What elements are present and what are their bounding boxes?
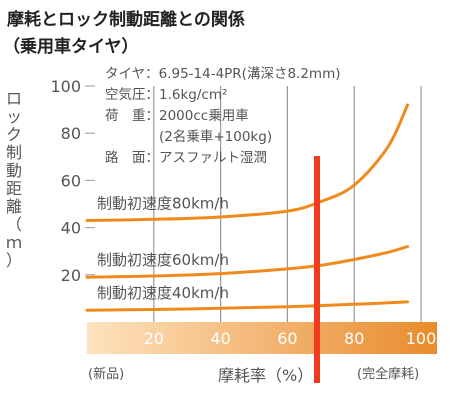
x-axis-band: [87, 322, 437, 354]
condition-line-0: タイヤ：6.95-14-4PR(溝深さ8.2mm): [105, 66, 341, 82]
y-axis-label-char-5: 距: [6, 179, 22, 198]
y-axis-label-char-3: 制: [6, 143, 22, 162]
series-line-1: [85, 245, 410, 279]
x-tick-label-1: 40: [210, 329, 230, 348]
y-axis-label-char-6: 離: [6, 197, 22, 216]
y-axis-label-char-4: 動: [6, 161, 22, 180]
condition-line-1: 空気圧：1.6kg/cm²: [105, 87, 227, 103]
x-tick-label-0: 20: [144, 329, 164, 348]
y-tick-label-1: 40: [61, 219, 81, 238]
y-axis-label-char-0: ロ: [6, 89, 22, 108]
condition-line-2: 荷 重：2000cc乗用車: [105, 108, 249, 124]
x-right-note: (完全摩耗): [357, 366, 419, 382]
series-label-0: 制動初速度80km/h: [97, 195, 229, 213]
series-label-2: 制動初速度40km/h: [97, 284, 229, 302]
x-tick-label-3: 80: [344, 329, 364, 348]
x-tick-labels: 20 40 60 80 100: [144, 329, 437, 348]
y-axis-label-char-2: ク: [6, 125, 22, 144]
series-line-0: [85, 103, 410, 222]
y-axis-label-char-7: （: [6, 215, 22, 234]
highlight-marker: [314, 156, 320, 383]
y-tick-label-3: 80: [61, 124, 81, 143]
y-axis-label-char-9: ）: [6, 251, 22, 270]
condition-line-3: (2名乗車+100kg): [105, 129, 272, 145]
chart-title: 摩耗とロック制動距離との関係: [7, 9, 245, 30]
x-tick-label-4: 100: [406, 329, 437, 348]
series-labels: 制動初速度80km/h 制動初速度60km/h 制動初速度40km/h: [97, 195, 229, 303]
chart-subtitle: （乗用車タイヤ）: [3, 36, 139, 57]
y-axis-label-char-1: ッ: [6, 107, 22, 126]
y-tick-label-0: 20: [61, 266, 81, 285]
grid-lines: [85, 85, 422, 322]
y-axis-label-char-8: ｍ: [6, 233, 22, 252]
series-line-2: [85, 300, 410, 312]
y-tick-label-2: 60: [61, 171, 81, 190]
y-axis-label: ロック制動距離（ｍ）: [6, 89, 22, 270]
x-axis-label: 摩耗率（%）: [218, 366, 313, 385]
y-tick-labels: 20 40 60 80 100: [50, 77, 81, 285]
test-conditions: タイヤ：6.95-14-4PR(溝深さ8.2mm) 空気圧：1.6kg/cm² 荷 …: [105, 66, 341, 166]
series-label-1: 制動初速度60km/h: [97, 251, 229, 269]
y-tick-label-4: 100: [50, 77, 81, 96]
condition-line-4: 路 面：アスファルト湿潤: [105, 150, 267, 166]
series-curves: [85, 103, 410, 312]
x-tick-label-2: 60: [277, 329, 297, 348]
x-left-note: (新品): [88, 366, 124, 382]
